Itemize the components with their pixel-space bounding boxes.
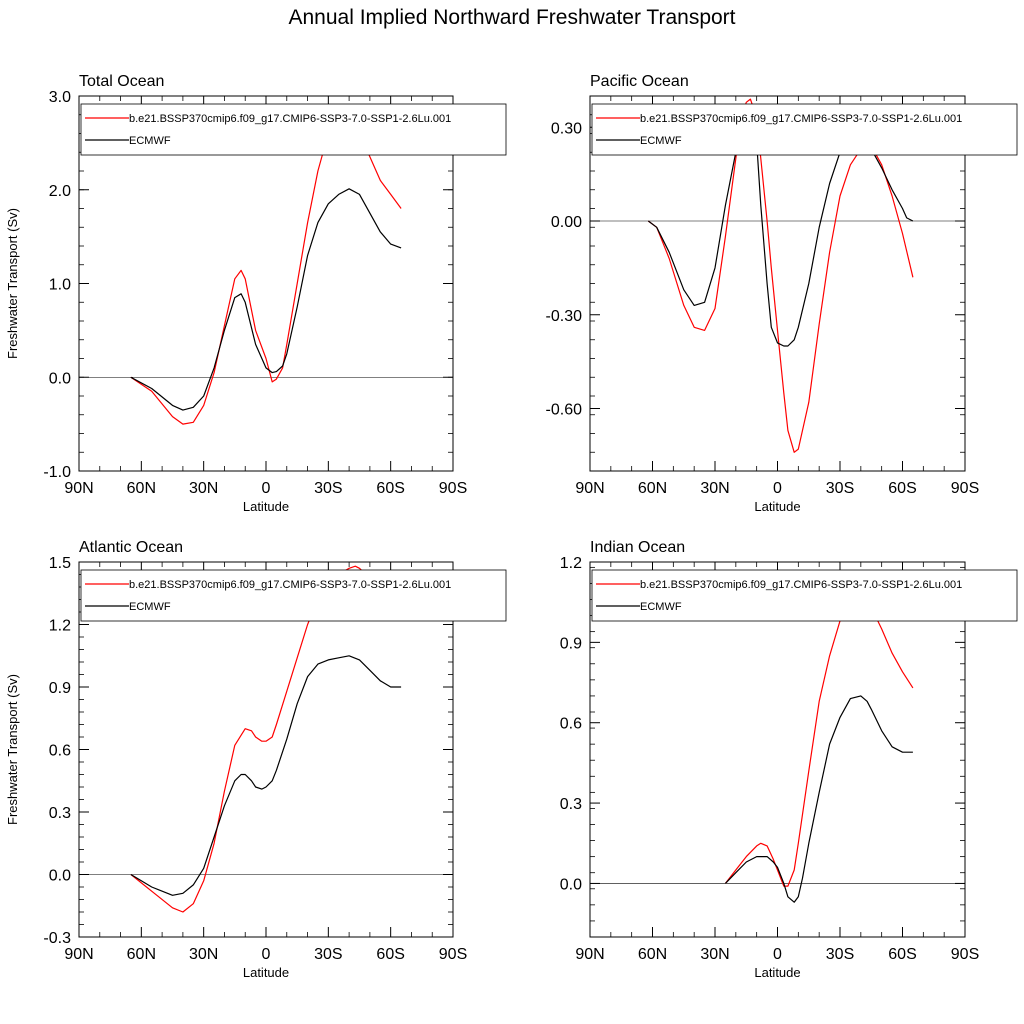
total-ocean-legend-label: ECMWF [129, 135, 171, 147]
pacific-ocean-legend-box [591, 103, 1018, 156]
indian-ocean-model-line [724, 598, 914, 887]
indian-ocean-y-tick-label: 0.0 [560, 876, 582, 893]
pacific-ocean-y-tick-label: -0.60 [546, 402, 583, 419]
total-ocean-x-tick-label: 0 [262, 480, 271, 497]
atlantic-ocean-x-tick-label: 0 [262, 946, 271, 963]
indian-ocean-x-tick-label: 30S [826, 946, 854, 963]
atlantic-ocean-y-tick-label: -0.3 [43, 930, 71, 947]
atlantic-ocean-x-tick-label: 60N [127, 946, 156, 963]
atlantic-ocean-x-axis-label: Latitude [243, 965, 289, 980]
figure-title: Annual Implied Northward Freshwater Tran… [288, 6, 736, 29]
atlantic-ocean-y-tick-label: 1.2 [49, 618, 71, 635]
total-ocean-legend-box [80, 103, 507, 156]
total-ocean-x-tick-label: 60S [376, 480, 404, 497]
total-ocean-y-tick-label: 0.0 [49, 370, 71, 387]
atlantic-ocean-panel-title: Atlantic Ocean [79, 539, 183, 556]
indian-ocean-legend-label: ECMWF [640, 601, 682, 613]
total-ocean-x-tick-label: 30S [314, 480, 342, 497]
atlantic-ocean-x-tick-label: 30N [189, 946, 218, 963]
atlantic-ocean-x-tick-label: 90N [64, 946, 93, 963]
pacific-ocean-x-axis-label: Latitude [754, 499, 800, 514]
atlantic-ocean-legend-label: b.e21.BSSP370cmip6.f09_g17.CMIP6-SSP3-7.… [129, 579, 451, 591]
atlantic-ocean-x-tick-label: 90S [439, 946, 467, 963]
total-ocean-x-tick-label: 90N [64, 480, 93, 497]
total-ocean-x-tick-label: 90S [439, 480, 467, 497]
total-ocean-legend-label: b.e21.BSSP370cmip6.f09_g17.CMIP6-SSP3-7.… [129, 113, 451, 125]
indian-ocean-x-tick-label: 90S [951, 946, 979, 963]
total-ocean-panel-title: Total Ocean [79, 73, 164, 90]
indian-ocean-x-tick-label: 0 [773, 946, 782, 963]
total-ocean-y-tick-label: -1.0 [43, 464, 71, 481]
atlantic-ocean-y-tick-label: 0.9 [49, 680, 71, 697]
atlantic-ocean-panel: 90N 60N 30N 0 30S 60S 90S -0.3 0.0 0.3 0.6 0.9 1.2 1.… [5, 539, 507, 980]
total-ocean-model-line [130, 115, 402, 425]
indian-ocean-y-tick-label: 0.3 [560, 796, 582, 813]
indian-ocean-y-tick-label: 0.6 [560, 716, 582, 733]
indian-ocean-x-tick-label: 60S [888, 946, 916, 963]
total-ocean-ecmwf-line [130, 188, 402, 411]
pacific-ocean-x-tick-label: 60N [638, 480, 667, 497]
atlantic-ocean-model-line [130, 565, 402, 913]
indian-ocean-panel: 90N 60N 30N 0 30S 60S 90S 0.0 0.3 0.6 0.9 1.2 Latitu… [560, 539, 1018, 980]
total-ocean-panel: 90N 60N 30N 0 30S 60S 90S -1.0 0.0 1.0 2.0 3.0 Latit… [5, 73, 507, 514]
pacific-ocean-x-tick-label: 90S [951, 480, 979, 497]
indian-ocean-legend-box [591, 569, 1018, 622]
atlantic-ocean-y-tick-label: 1.5 [49, 555, 71, 572]
pacific-ocean-panel: 90N 60N 30N 0 30S 60S 90S -0.60 -0.30 0.00 0.30 Lat… [546, 73, 1018, 514]
total-ocean-y-tick-label: 2.0 [49, 183, 71, 200]
pacific-ocean-legend-label: ECMWF [640, 135, 682, 147]
indian-ocean-x-tick-label: 90N [575, 946, 604, 963]
atlantic-ocean-x-tick-label: 30S [314, 946, 342, 963]
total-ocean-y-axis-label: Freshwater Transport (Sv) [5, 208, 20, 359]
atlantic-ocean-y-tick-label: 0.0 [49, 868, 71, 885]
atlantic-ocean-y-tick-label: 0.6 [49, 743, 71, 760]
indian-ocean-ecmwf-line [724, 695, 913, 903]
indian-ocean-legend-label: b.e21.BSSP370cmip6.f09_g17.CMIP6-SSP3-7.… [640, 579, 962, 591]
indian-ocean-x-axis-label: Latitude [754, 965, 800, 980]
total-ocean-x-axis-label: Latitude [243, 499, 289, 514]
indian-ocean-x-tick-label: 30N [700, 946, 729, 963]
pacific-ocean-y-tick-label: -0.30 [546, 308, 583, 325]
total-ocean-y-tick-label: 1.0 [49, 277, 71, 294]
total-ocean-x-tick-label: 30N [189, 480, 218, 497]
atlantic-ocean-legend-label: ECMWF [129, 601, 171, 613]
indian-ocean-y-tick-label: 1.2 [560, 555, 582, 572]
atlantic-ocean-y-axis-label: Freshwater Transport (Sv) [5, 674, 20, 825]
indian-ocean-y-tick-label: 0.9 [560, 635, 582, 652]
pacific-ocean-x-tick-label: 90N [575, 480, 604, 497]
atlantic-ocean-ecmwf-line [130, 655, 402, 896]
pacific-ocean-x-tick-label: 0 [773, 480, 782, 497]
atlantic-ocean-y-tick-label: 0.3 [49, 805, 71, 822]
pacific-ocean-x-tick-label: 30S [826, 480, 854, 497]
indian-ocean-x-tick-label: 60N [638, 946, 667, 963]
total-ocean-x-tick-label: 60N [127, 480, 156, 497]
pacific-ocean-y-tick-label: 0.00 [551, 214, 582, 231]
pacific-ocean-x-tick-label: 60S [888, 480, 916, 497]
pacific-ocean-y-tick-label: 0.30 [551, 120, 582, 137]
pacific-ocean-x-tick-label: 30N [700, 480, 729, 497]
atlantic-ocean-x-tick-label: 60S [376, 946, 404, 963]
atlantic-ocean-legend-box [80, 569, 507, 622]
total-ocean-y-tick-label: 3.0 [49, 89, 71, 106]
pacific-ocean-panel-title: Pacific Ocean [590, 73, 689, 90]
pacific-ocean-legend-label: b.e21.BSSP370cmip6.f09_g17.CMIP6-SSP3-7.… [640, 113, 962, 125]
indian-ocean-panel-title: Indian Ocean [590, 539, 685, 556]
